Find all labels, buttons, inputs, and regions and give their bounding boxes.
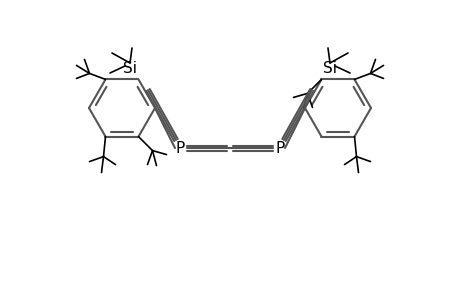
Text: P: P [175,140,184,155]
Text: Si: Si [123,61,137,76]
Text: P: P [275,140,284,155]
Text: Si: Si [322,61,336,76]
